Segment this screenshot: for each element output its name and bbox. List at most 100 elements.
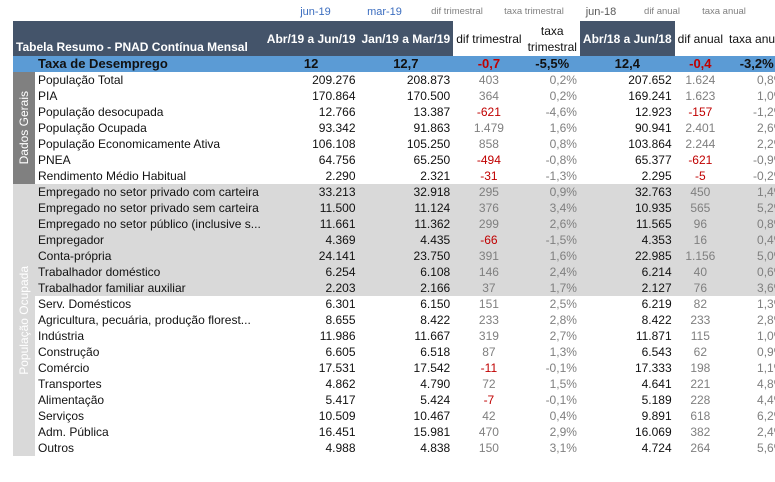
table-cell: 5,0% [726,248,775,264]
table-cell: 470 [478,425,499,439]
table-row: Adm. Pública 16.451 15.981 470 2,9% 16.069 382… [13,424,775,440]
table-cell: 0,4% [549,409,577,423]
table-cell: 4.862 [325,377,356,391]
table-cell: 12 [263,56,359,72]
table-cell: 17.531 [318,361,356,375]
row-label: Trabalhador familiar auxiliar [35,280,264,296]
table-cell: 6.108 [358,264,454,280]
table-cell: 4.724 [641,441,672,455]
table-row: Trabalhador familiar auxiliar 2.203 2.166 3… [13,280,775,296]
table-cell: 299 [453,216,525,232]
table-cell: -0,1% [545,361,577,375]
row-label: Serv. Domésticos [38,297,132,311]
table-row: PIA 170.864 170.500 364 0,2% 169.241 1.623 1,0% [13,88,775,104]
table-cell: 87 [482,345,496,359]
table-cell: 2.401 [685,121,716,135]
table-cell: 65.377 [634,153,672,167]
table-row: PNEA 64.756 65.250 -494 -0,8% 65.377 -621 -0,9% [13,152,775,168]
table-cell: 82 [693,297,707,311]
table-cell: 11.661 [263,216,359,232]
table-cell: 1,3% [549,345,577,359]
table-cell: 1,0% [757,329,775,343]
table-cell: 9.891 [641,409,672,423]
table-cell: 5.189 [641,393,672,407]
row-label: População Ocupada [38,121,147,135]
col-header-dif-anual: dif anual [674,21,727,56]
top-label-taxa-trimestral: taxa trimestral [504,6,564,17]
table-cell: 2,2% [757,137,775,151]
top-label-dif-trimestral: dif trimestral [431,6,483,17]
table-cell: -5 [694,169,706,183]
table-header-row: Tabela Resumo - PNAD Contínua Mensal Abr… [13,21,775,56]
table-cell: 1,5% [549,377,577,391]
table-row: Empregado no setor público (inclusive s.… [13,216,775,232]
table-cell: -0,4 [674,56,727,72]
table-cell: 8.422 [420,313,451,327]
table-row: População Ocupada 93.342 91.863 1.479 1,6% 90… [13,120,775,136]
table-cell: 2.166 [358,280,454,296]
table-cell: 23.750 [358,248,454,264]
table-row: Agricultura, pecuária, produção florest.… [13,312,775,328]
table-cell: 37 [453,280,525,296]
table-cell: 11.565 [579,216,675,232]
table-row: Transportes 4.862 4.790 72 1,5% 4.641 221 4,8% [13,376,775,392]
table-cell: 8.655 [325,313,356,327]
table-cell: 6.254 [263,264,359,280]
row-label: Agricultura, pecuária, produção florest.… [38,313,251,327]
table-cell: 1,7% [524,280,580,296]
table-cell: 91.863 [413,121,451,135]
row-label: População desocupada [38,105,164,119]
table-cell: 0,2% [549,89,577,103]
table-cell: 2.244 [685,137,716,151]
table-cell: 150 [478,441,499,455]
col-header-taxa-anual: taxa anual [726,21,775,56]
table-cell: 17.333 [634,361,672,375]
table-cell: 209.276 [312,73,356,87]
top-label-mar19: mar-19 [367,6,402,18]
table-cell: 2,7% [549,329,577,343]
table-cell: 33.213 [263,184,359,200]
table-cell: -0,9% [753,153,775,167]
table-cell: 1,4% [726,184,775,200]
table-cell: 1,6% [524,248,580,264]
table-cell: 6.219 [641,297,672,311]
table-cell: 1,0% [757,89,775,103]
table-cell: 4.435 [358,232,454,248]
group-populacao-ocupada-label: População Ocupada [17,265,31,375]
table-cell: 2.290 [325,169,356,183]
col-header-jan-mar19: Jan/19 a Mar/19 [358,21,454,56]
table-cell: 4.790 [420,377,451,391]
table-cell: 12.766 [318,105,356,119]
table-cell: 106.108 [312,137,356,151]
table-cell: 24.141 [263,248,359,264]
row-label: Alimentação [38,393,105,407]
table-cell: 0,8% [757,73,775,87]
row-label: Outros [38,441,75,455]
table-cell: -0,8% [545,153,577,167]
table-cell: 16.069 [634,425,672,439]
table-row: Conta-própria 24.141 23.750 391 1,6% 22.985 1.… [13,248,775,264]
table-cell: 3,4% [524,200,580,216]
table-cell: 12.923 [634,105,672,119]
table-cell: 3,6% [726,280,775,296]
unemployment-rate-row: Taxa de Desemprego 12 12,7 -0,7 -5,5% 12… [13,56,775,72]
table-cell: 170.864 [312,89,356,103]
table-row: Comércio 17.531 17.542 -11 -0,1% 17.333 198 1,1… [13,360,775,376]
table-row: Trabalhador doméstico 6.254 6.108 146 2,4% 6.… [13,264,775,280]
table-row: Alimentação 5.417 5.424 -7 -0,1% 5.189 228 4,4% [13,392,775,408]
table-cell: 2,5% [549,297,577,311]
table-cell: 17.542 [413,361,451,375]
table-row: População Ocupada Empregado no setor priv… [13,184,775,456]
table-cell: 11.362 [358,216,454,232]
table-cell: -1,3% [545,169,577,183]
table-cell: 6.518 [420,345,451,359]
table-cell: 2,6% [524,216,580,232]
table-cell: -157 [688,105,713,119]
table-cell: 2,9% [549,425,577,439]
table-cell: 233 [478,313,499,327]
unemployment-label: Taxa de Desemprego [35,56,264,72]
table-cell: 1.624 [685,73,716,87]
table-cell: -3,2% [726,56,775,72]
